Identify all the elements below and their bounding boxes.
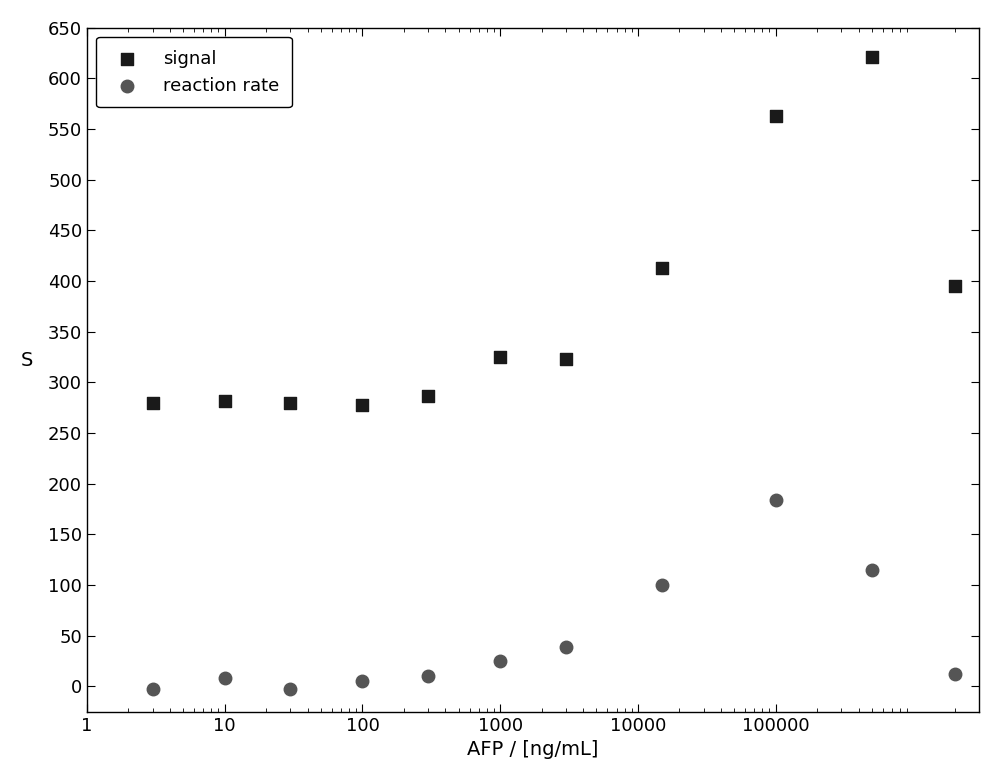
reaction rate xyxy=(145,683,161,696)
signal xyxy=(558,353,574,365)
reaction rate xyxy=(217,672,233,685)
reaction rate xyxy=(420,670,436,682)
Y-axis label: S: S xyxy=(21,351,33,370)
reaction rate xyxy=(768,494,784,506)
signal xyxy=(217,395,233,407)
signal xyxy=(282,396,298,409)
reaction rate xyxy=(864,564,880,576)
reaction rate xyxy=(354,675,370,688)
signal xyxy=(947,280,963,292)
signal xyxy=(145,396,161,409)
X-axis label: AFP / [ng/mL]: AFP / [ng/mL] xyxy=(467,740,599,759)
signal xyxy=(420,389,436,402)
signal xyxy=(354,399,370,411)
Legend: signal, reaction rate: signal, reaction rate xyxy=(96,37,292,107)
reaction rate xyxy=(654,579,670,591)
signal xyxy=(654,262,670,275)
signal xyxy=(768,110,784,122)
signal xyxy=(492,351,508,363)
reaction rate xyxy=(282,683,298,696)
reaction rate xyxy=(947,668,963,680)
signal xyxy=(864,51,880,63)
reaction rate xyxy=(558,640,574,653)
reaction rate xyxy=(492,655,508,668)
